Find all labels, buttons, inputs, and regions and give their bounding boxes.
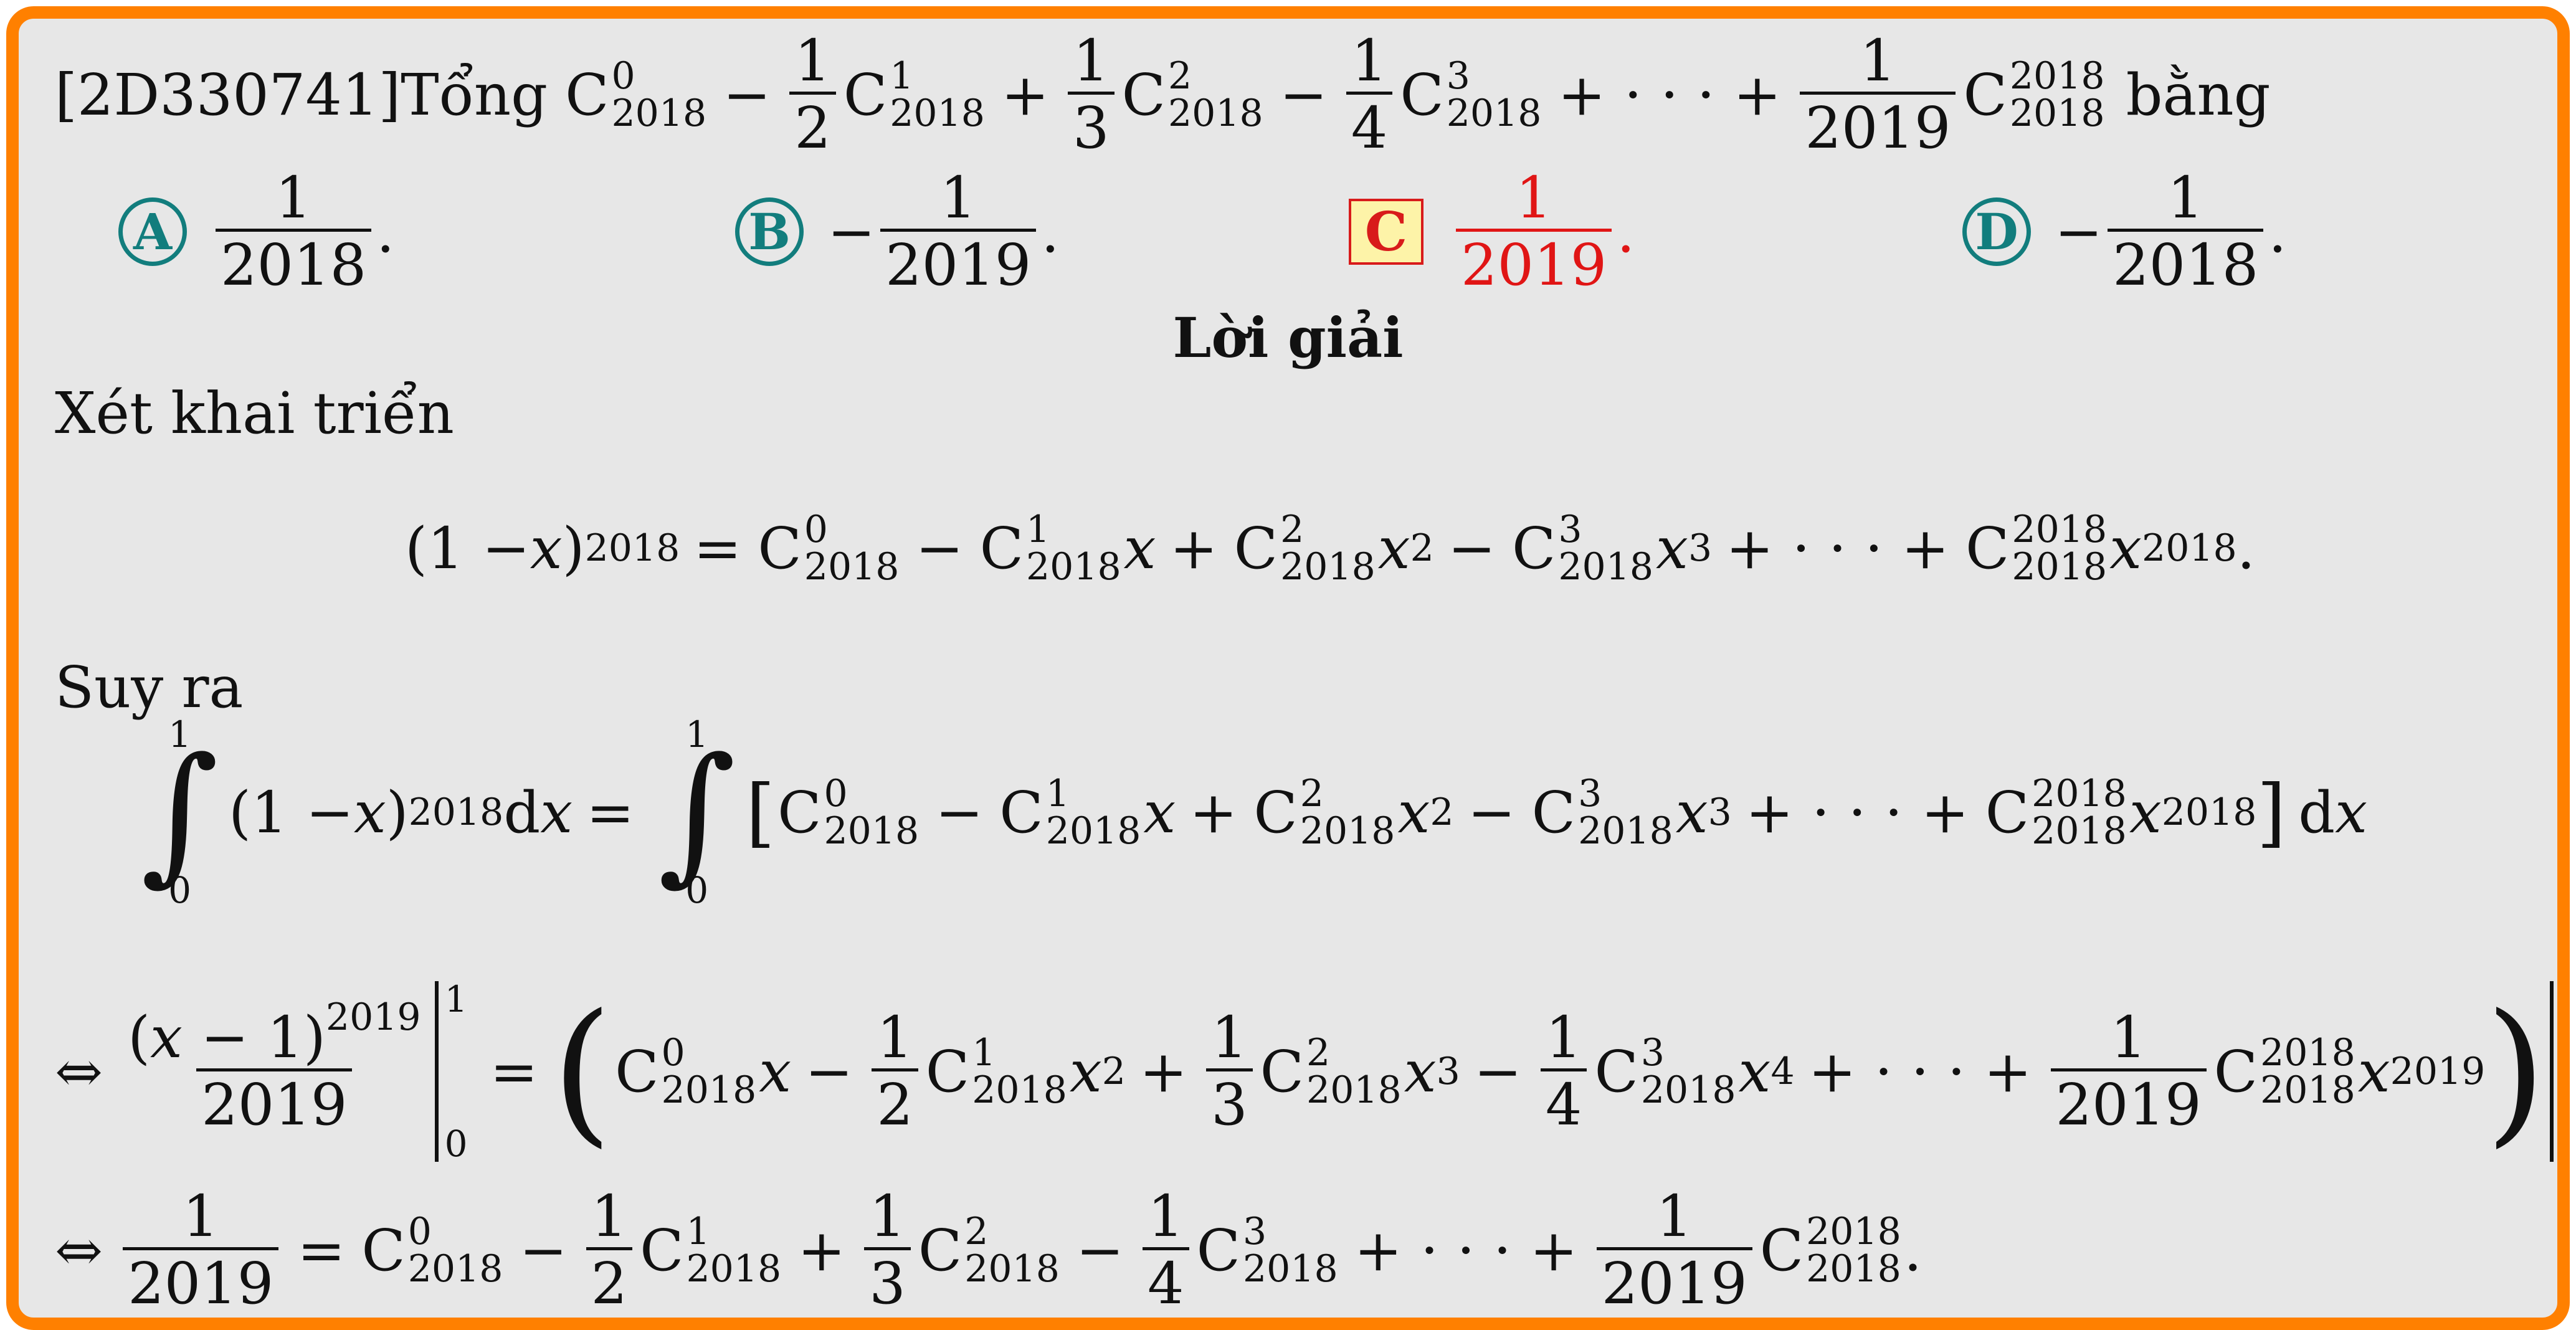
choice-c-letter: C: [1349, 199, 1423, 265]
choice-d[interactable]: D − 1 2018.: [1962, 168, 2286, 295]
integral-sign: 1 ∫ 0: [141, 713, 219, 911]
binomial-c0: C 0 2018: [565, 54, 707, 136]
choice-d-letter: D: [1962, 197, 2031, 267]
integral-equation: 1 ∫ 0 (1 − x) 2018 d x = 1 ∫ 0 [ C 0 2018 − C 1 201…: [141, 713, 2368, 911]
problem-trail: bằng: [2126, 61, 2271, 128]
expansion-equation: (1 − x) 2018 = C 0 2018 − C 1 2018 x + C 2 2018 x…: [405, 508, 2255, 589]
solution-text-deduce: Suy ra: [55, 654, 244, 721]
problem-code: [2D330741]: [55, 61, 401, 128]
choice-b[interactable]: B − 1 2019.: [735, 168, 1059, 295]
problem-lead: Tổng: [401, 61, 548, 128]
choice-a[interactable]: A 1 2018.: [118, 168, 394, 295]
choice-c-correct[interactable]: C 1 2019.: [1349, 168, 1635, 295]
solution-text-expand: Xét khai triển: [55, 380, 454, 447]
choice-a-letter: A: [118, 197, 187, 267]
solution-heading: Lời giải: [1172, 305, 1404, 370]
choice-b-letter: B: [735, 197, 804, 267]
